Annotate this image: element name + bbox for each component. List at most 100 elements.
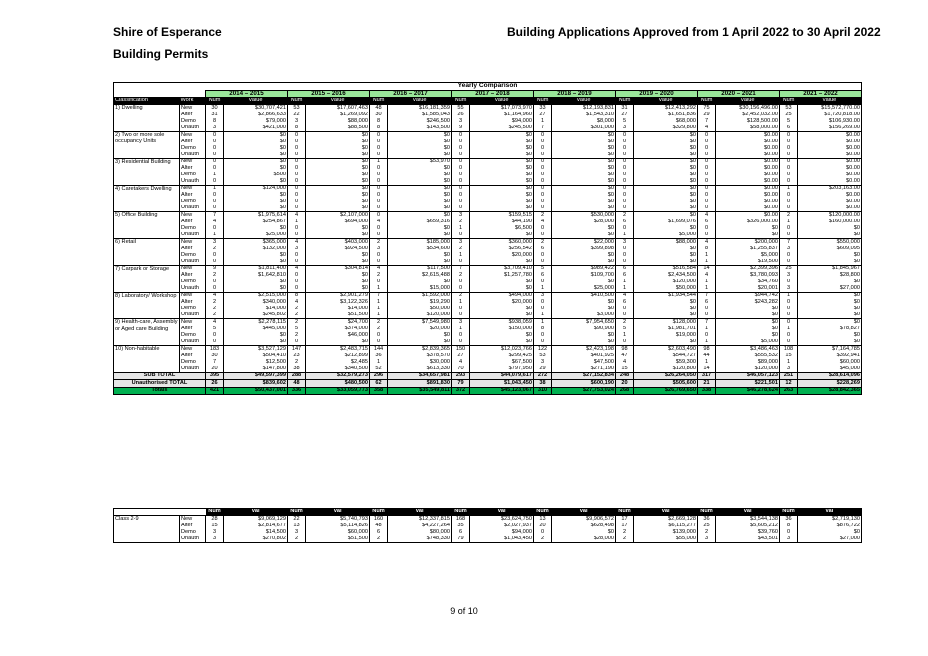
- value-cell: $0: [633, 245, 698, 253]
- value-cell: $1,981,701: [633, 325, 698, 333]
- num-cell: 0: [779, 312, 798, 319]
- num-cell: 0: [369, 211, 388, 219]
- value-cell: $0: [387, 252, 452, 259]
- num-cell: 0: [451, 184, 470, 193]
- value-cell: $0: [633, 131, 698, 139]
- num-cell: 4: [533, 218, 552, 226]
- value-cell: $0: [387, 258, 452, 266]
- value-cell: $628,498: [551, 522, 616, 530]
- value-cell: $0: [305, 198, 370, 206]
- value-cell: $60,000: [305, 529, 370, 536]
- value-cell: $0: [469, 338, 534, 346]
- value-cell: $106,930.00: [796, 118, 862, 125]
- work-type: Unauth: [179, 231, 206, 239]
- value-cell: $0: [305, 205, 370, 212]
- value-cell: $0.00: [796, 131, 862, 139]
- num-cell: 1: [369, 359, 388, 366]
- classification-label: 8) Laboratory/ Workshop: [113, 291, 180, 319]
- num-cell: 0: [779, 338, 798, 346]
- value-cell: $0.00: [715, 145, 780, 152]
- value-cell: $128,500.00: [715, 118, 780, 125]
- num-cell: 4: [287, 211, 306, 219]
- num-cell: 0: [369, 205, 388, 212]
- value-cell: $0: [551, 184, 616, 193]
- value-cell: $1,720,818.00: [796, 111, 862, 119]
- num-cell: 0: [205, 285, 224, 293]
- value-cell: $45,123,067: [469, 386, 534, 396]
- num-cell: 8: [205, 118, 224, 125]
- value-cell: $0: [387, 198, 452, 206]
- num-cell: 2: [615, 318, 634, 326]
- num-cell: 0: [287, 157, 306, 166]
- value-cell: $94,000: [469, 118, 534, 125]
- col-num-header: Num: [779, 508, 798, 516]
- num-cell: 272: [533, 371, 552, 380]
- num-cell: 2: [533, 211, 552, 219]
- value-cell: $0.00: [715, 211, 780, 219]
- value-cell: $0.00: [715, 157, 780, 166]
- num-cell: 0: [615, 171, 634, 179]
- value-cell: $0: [305, 184, 370, 193]
- num-cell: 0: [615, 151, 634, 159]
- num-cell: 0: [533, 145, 552, 152]
- value-cell: $0.00: [715, 178, 780, 186]
- table-row: Demo 1 $500 0 $0 0 $0 0 $0 0 $0 0 $0 0 $0.00 0 $0.00: [114, 171, 862, 179]
- value-cell: $0: [633, 312, 698, 319]
- value-cell: $0: [305, 157, 370, 166]
- work-type: New: [179, 515, 206, 523]
- document-subtitle: Building Permits: [113, 47, 209, 61]
- value-cell: $51,500: [305, 535, 370, 543]
- table-row: Alter 0 $0 0 $0 0 $0 0 $0 0 $0 0 $0 0 $0.00 0 $0.00: [114, 138, 862, 146]
- num-cell: 0: [615, 131, 634, 139]
- value-cell: $0: [305, 252, 370, 259]
- num-cell: 160: [369, 515, 388, 523]
- num-cell: 6: [533, 245, 552, 253]
- value-cell: $5,740,793: [305, 515, 370, 523]
- num-cell: 0: [697, 198, 716, 206]
- classification-label: 1) Dwelling: [113, 104, 180, 132]
- num-cell: 0: [697, 305, 716, 313]
- value-cell: $0.00: [715, 171, 780, 179]
- num-cell: 6: [779, 124, 798, 132]
- num-cell: 4: [205, 318, 224, 326]
- num-cell: 1: [205, 231, 224, 239]
- value-cell: $124,000: [223, 184, 288, 193]
- value-cell: $0: [469, 157, 534, 166]
- value-cell: $0: [387, 145, 452, 152]
- num-cell: 1: [697, 278, 716, 286]
- num-cell: 2: [369, 318, 388, 326]
- num-cell: 23: [287, 352, 306, 360]
- value-cell: $0: [715, 231, 780, 239]
- value-cell: $0: [223, 205, 288, 212]
- value-cell: $15,000: [387, 285, 452, 293]
- value-cell: $403,000: [305, 238, 370, 246]
- num-cell: 5: [533, 264, 552, 273]
- value-cell: $12,023,766: [469, 345, 534, 353]
- value-cell: $20,000: [387, 325, 452, 333]
- table-row: Unauth 0 $0 0 $0 0 $0 0 $0 0 $0 0 $0 0 $0.00 0 $0.00: [114, 151, 862, 159]
- num-cell: 30: [205, 104, 224, 112]
- year-header: 2021 – 2022: [778, 89, 863, 99]
- value-cell: $9,906,572: [551, 515, 616, 523]
- value-cell: $109,700: [551, 272, 616, 279]
- table-row: 3) Residential Building New 0 $0 0 $0 1 $53,970…: [113, 157, 862, 186]
- value-cell: $1,592,000: [387, 291, 452, 300]
- page-number: 9 of 10: [450, 606, 478, 616]
- value-cell: $120,000: [387, 312, 452, 319]
- num-cell: 44: [697, 352, 716, 360]
- num-cell: 0: [615, 225, 634, 232]
- work-type: Unauth: [179, 178, 206, 186]
- num-cell: 0: [287, 151, 306, 159]
- num-cell: 0: [287, 198, 306, 206]
- num-cell: 268: [615, 386, 634, 396]
- value-cell: $938,059: [469, 318, 534, 326]
- value-cell: $30,000: [387, 359, 452, 366]
- num-cell: 0: [697, 332, 716, 339]
- value-cell: $28,000: [551, 218, 616, 226]
- num-cell: 30: [369, 111, 388, 119]
- value-cell: $270,802: [223, 535, 288, 543]
- value-cell: $0: [797, 529, 862, 536]
- num-cell: 48: [369, 104, 388, 112]
- value-cell: $33,059,773: [305, 386, 370, 396]
- value-cell: $694,000: [305, 218, 370, 226]
